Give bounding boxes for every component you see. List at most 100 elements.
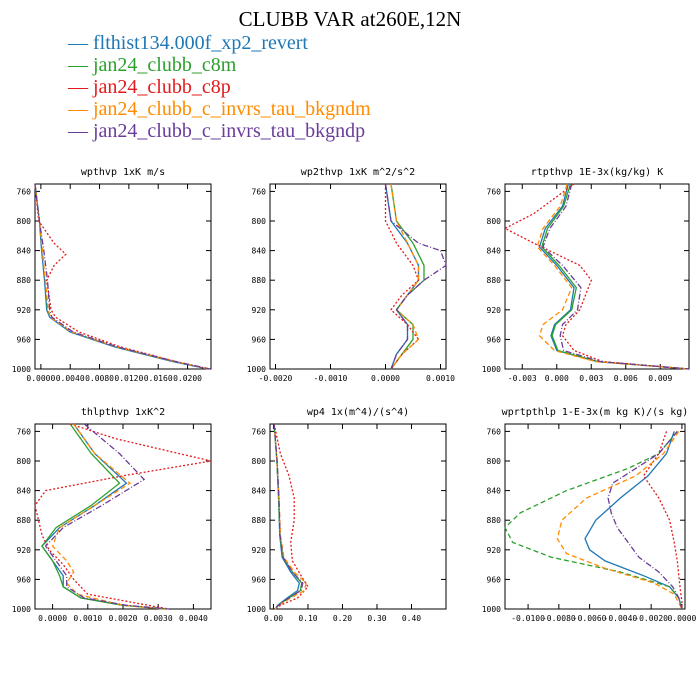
legend-dash: —: [68, 54, 93, 76]
series-line: [34, 183, 210, 370]
x-tick-label: 0.0030: [144, 614, 173, 623]
y-tick-label: 880: [17, 276, 32, 285]
y-tick-label: 760: [487, 187, 502, 196]
y-tick-label: 920: [252, 546, 267, 555]
y-tick-label: 960: [487, 335, 502, 344]
legend-label: jan24_clubb_c8p: [93, 76, 231, 98]
series-line: [34, 183, 211, 370]
y-tick-label: 840: [487, 247, 502, 256]
x-tick-label: 0.0200: [173, 374, 202, 383]
plot-frame: [269, 183, 447, 370]
legend-item-2: — jan24_clubb_c8p: [68, 76, 371, 98]
y-tick-label: 800: [17, 217, 32, 226]
x-tick-label: 0.40: [402, 614, 421, 623]
y-tick-label: 1000: [482, 605, 501, 614]
x-tick-label: 0.009: [648, 374, 672, 383]
series-line: [44, 423, 169, 610]
y-tick-label: 760: [252, 427, 267, 436]
y-tick-label: 760: [17, 427, 32, 436]
y-tick-label: 960: [487, 575, 502, 584]
series-line: [607, 430, 683, 610]
x-tick-label: 0.0000: [26, 374, 55, 383]
series-line: [584, 431, 683, 610]
series-line: [384, 183, 420, 370]
series-line: [34, 183, 209, 370]
series-line: [538, 183, 690, 370]
x-tick-label: 0.20: [333, 614, 352, 623]
x-tick-label: 0.0020: [109, 614, 138, 623]
x-tick-label: 0.10: [298, 614, 317, 623]
legend-item-4: — jan24_clubb_c_invrs_tau_bkgndp: [68, 120, 371, 142]
x-tick-label: 0.00: [264, 614, 283, 623]
series-line: [642, 431, 683, 609]
x-tick-label: 0.003: [579, 374, 603, 383]
legend-label: jan24_clubb_c_invrs_tau_bkgndp: [93, 120, 366, 142]
legend-item-1: — jan24_clubb_c8m: [68, 54, 371, 76]
series-line: [273, 423, 309, 610]
y-tick-label: 760: [252, 187, 267, 196]
series-line: [541, 183, 690, 370]
y-tick-label: 840: [252, 487, 267, 496]
x-tick-label: -0.0040: [604, 614, 638, 623]
y-tick-label: 880: [252, 516, 267, 525]
panel-title: wp2thvp 1xK m^2/s^2: [301, 167, 415, 178]
series-line: [34, 183, 209, 370]
x-tick-label: 0.0080: [85, 374, 114, 383]
series-line: [536, 183, 690, 370]
x-tick-label: -0.0020: [634, 614, 668, 623]
x-tick-label: 0.0000: [38, 614, 67, 623]
y-tick-label: 760: [487, 427, 502, 436]
y-tick-label: 880: [252, 276, 267, 285]
panel-title: wprtpthlp 1-E-3x(m kg K)/(s kg): [502, 407, 689, 418]
series-line: [384, 184, 420, 370]
series-line: [41, 423, 166, 610]
y-tick-label: 760: [17, 187, 32, 196]
legend-label: jan24_clubb_c8m: [93, 54, 237, 76]
x-tick-label: 0.0120: [114, 374, 143, 383]
series-line: [273, 423, 307, 610]
legend-dash: —: [68, 76, 93, 98]
series-line: [556, 431, 683, 610]
figure-title: CLUBB VAR at260E,12N: [238, 7, 462, 31]
y-tick-label: 840: [17, 487, 32, 496]
y-tick-label: 840: [252, 247, 267, 256]
x-tick-label: 0.0000: [371, 374, 400, 383]
series-line: [542, 183, 690, 370]
x-tick-label: -0.0100: [511, 614, 545, 623]
y-tick-label: 840: [17, 247, 32, 256]
y-tick-label: 840: [487, 487, 502, 496]
series-line: [273, 423, 301, 610]
y-tick-label: 800: [17, 457, 32, 466]
legend-item-3: — jan24_clubb_c_invrs_tau_bkgndm: [68, 98, 371, 120]
x-tick-label: 0.0160: [144, 374, 173, 383]
x-tick-label: -0.003: [508, 374, 537, 383]
series-line: [273, 423, 304, 610]
y-tick-label: 920: [487, 306, 502, 315]
x-tick-label: 0.006: [614, 374, 638, 383]
x-tick-label: -0.0080: [542, 614, 576, 623]
legend-label: flthist134.000f_xp2_revert: [93, 32, 308, 54]
x-tick-label: 0.0000: [667, 614, 696, 623]
legend-dash: —: [68, 98, 93, 120]
panel-title: thlpthvp 1xK^2: [81, 407, 165, 418]
panel-title: wp4 1x(m^4)/(s^4): [307, 407, 409, 418]
panel-title: wpthvp 1xK m/s: [81, 167, 165, 178]
y-tick-label: 960: [17, 335, 32, 344]
series-line: [504, 430, 683, 610]
y-tick-label: 880: [487, 276, 502, 285]
legend-dash: —: [68, 120, 93, 142]
series-line: [41, 423, 166, 610]
legend-label: jan24_clubb_c_invrs_tau_bkgndm: [93, 98, 371, 120]
plot-frame: [269, 423, 447, 610]
y-tick-label: 960: [17, 575, 32, 584]
x-tick-label: 0.0010: [426, 374, 455, 383]
plot-frame: [34, 183, 212, 370]
y-tick-label: 920: [17, 306, 32, 315]
y-tick-label: 960: [252, 575, 267, 584]
series-line: [34, 183, 210, 370]
series-line: [390, 183, 420, 370]
legend-dash: —: [68, 32, 93, 54]
x-tick-label: -0.0020: [259, 374, 293, 383]
series-line: [384, 183, 447, 370]
y-tick-label: 920: [17, 546, 32, 555]
